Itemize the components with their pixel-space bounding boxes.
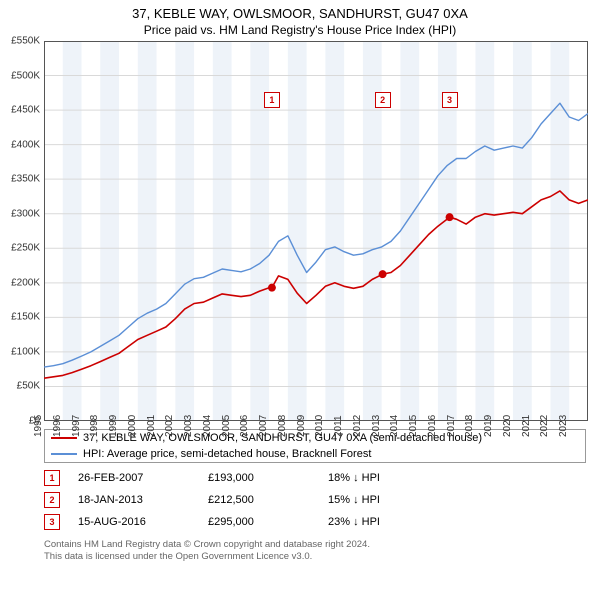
x-tick-label: 2000 [127, 415, 138, 437]
sale-price: £193,000 [208, 472, 328, 484]
sale-delta: 23% ↓ HPI [328, 516, 380, 528]
sale-date: 15-AUG-2016 [78, 516, 208, 528]
x-tick-label: 2010 [314, 415, 325, 437]
chart-svg [44, 41, 588, 421]
attribution-footer: Contains HM Land Registry data © Crown c… [44, 539, 586, 564]
y-tick-label: £150K [11, 312, 40, 323]
sale-row: 1 26-FEB-2007£193,00018% ↓ HPI [44, 467, 586, 489]
x-tick-label: 2003 [183, 415, 194, 437]
chart-title: 37, KEBLE WAY, OWLSMOOR, SANDHURST, GU47… [0, 0, 600, 21]
legend-row: HPI: Average price, semi-detached house,… [45, 446, 585, 462]
x-tick-label: 2001 [145, 415, 156, 437]
y-tick-label: £400K [11, 139, 40, 150]
footer-line: Contains HM Land Registry data © Crown c… [44, 539, 586, 551]
sale-marker-ref: 3 [44, 514, 60, 530]
sale-marker-ref: 2 [44, 492, 60, 508]
y-tick-label: £250K [11, 243, 40, 254]
sale-marker-3: 3 [442, 92, 458, 108]
sale-row: 2 18-JAN-2013£212,50015% ↓ HPI [44, 489, 586, 511]
x-tick-label: 2008 [277, 415, 288, 437]
y-tick-label: £350K [11, 174, 40, 185]
sales-table: 1 26-FEB-2007£193,00018% ↓ HPI 2 18-JAN-201… [44, 467, 586, 533]
x-tick-label: 2013 [371, 415, 382, 437]
x-tick-label: 2006 [239, 415, 250, 437]
y-tick-label: £300K [11, 208, 40, 219]
x-tick-label: 2011 [333, 415, 344, 437]
y-tick-label: £500K [11, 70, 40, 81]
x-tick-label: 2007 [258, 415, 269, 437]
chart-subtitle: Price paid vs. HM Land Registry's House … [0, 21, 600, 41]
sale-marker-1: 1 [264, 92, 280, 108]
x-tick-label: 2018 [464, 415, 475, 437]
sale-date: 18-JAN-2013 [78, 494, 208, 506]
x-tick-label: 2020 [502, 415, 513, 437]
chart-plot-area: £0£50K£100K£150K£200K£250K£300K£350K£400… [44, 41, 588, 421]
y-tick-label: £450K [11, 105, 40, 116]
x-tick-label: 2016 [427, 415, 438, 437]
x-tick-label: 2015 [408, 415, 419, 437]
x-tick-label: 1996 [52, 415, 63, 437]
legend-label: HPI: Average price, semi-detached house,… [83, 448, 371, 460]
y-tick-label: £550K [11, 36, 40, 47]
x-tick-label: 2022 [539, 415, 550, 437]
sale-price: £295,000 [208, 516, 328, 528]
sale-marker-ref: 1 [44, 470, 60, 486]
x-tick-label: 1995 [33, 415, 44, 437]
x-tick-label: 2014 [389, 415, 400, 437]
sale-row: 3 15-AUG-2016£295,00023% ↓ HPI [44, 511, 586, 533]
y-tick-label: £100K [11, 346, 40, 357]
sale-price: £212,500 [208, 494, 328, 506]
x-tick-label: 2019 [483, 415, 494, 437]
y-tick-label: £50K [17, 381, 40, 392]
sale-marker-2: 2 [375, 92, 391, 108]
x-tick-label: 2017 [446, 415, 457, 437]
x-tick-label: 1997 [70, 415, 81, 437]
footer-line: This data is licensed under the Open Gov… [44, 551, 586, 563]
x-tick-label: 2021 [521, 415, 532, 437]
legend-swatch [51, 437, 77, 439]
x-tick-label: 1998 [89, 415, 100, 437]
x-tick-label: 2005 [220, 415, 231, 437]
sale-delta: 15% ↓ HPI [328, 494, 380, 506]
x-tick-label: 2012 [352, 415, 363, 437]
x-tick-label: 2023 [558, 415, 569, 437]
x-tick-label: 2004 [202, 415, 213, 437]
x-tick-label: 2002 [164, 415, 175, 437]
sale-date: 26-FEB-2007 [78, 472, 208, 484]
sale-delta: 18% ↓ HPI [328, 472, 380, 484]
x-tick-label: 2009 [295, 415, 306, 437]
x-tick-label: 1999 [108, 415, 119, 437]
y-tick-label: £200K [11, 277, 40, 288]
legend-swatch [51, 453, 77, 455]
